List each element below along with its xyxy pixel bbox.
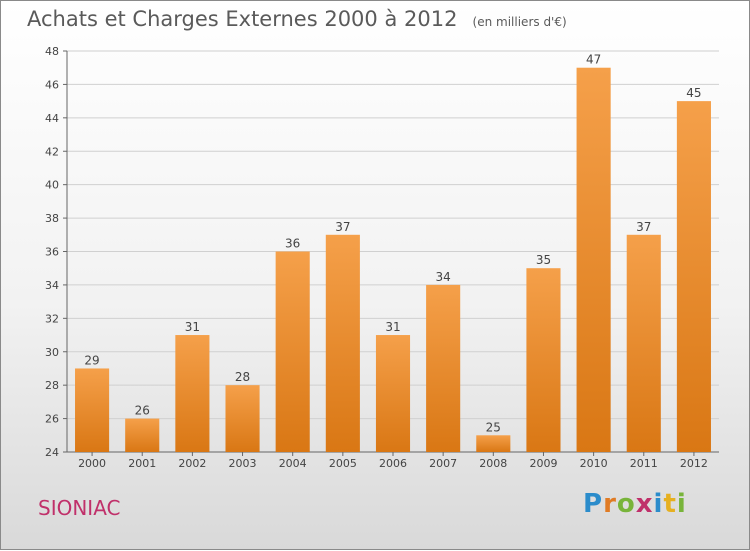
axes: 24 26 28 30 32 34 36 38 40 42 44 46 48 2000 2001 2002 20… (45, 45, 719, 470)
x-tick-label-2004: 2004 (279, 457, 307, 470)
x-tick-label-2010: 2010 (580, 457, 608, 470)
bar-2009 (526, 268, 561, 452)
data-label-2008: 25 (486, 420, 501, 434)
bar-2012 (676, 101, 711, 452)
data-label-2001: 26 (135, 404, 150, 418)
bar-2002 (175, 335, 210, 452)
bar-2000 (75, 368, 110, 452)
y-tick-label: 28 (45, 379, 59, 392)
bar-2005 (325, 234, 360, 452)
data-label-2012: 45 (686, 86, 701, 100)
bar-2003 (225, 385, 260, 452)
chart-title-group: Achats et Charges Externes 2000 à 2012 (… (27, 7, 567, 31)
data-label-2009: 35 (536, 253, 551, 267)
x-tick-label-2006: 2006 (379, 457, 407, 470)
y-tick-label: 46 (45, 78, 59, 91)
bar-2008 (476, 435, 511, 452)
y-tick-label: 48 (45, 45, 59, 58)
x-tick-label-2001: 2001 (128, 457, 156, 470)
y-tick-label: 44 (45, 112, 59, 125)
x-tick-label-2008: 2008 (479, 457, 507, 470)
data-label-2003: 28 (235, 370, 250, 384)
y-tick-label: 32 (45, 312, 59, 325)
bar-2010 (576, 67, 611, 452)
chart-title: Achats et Charges Externes 2000 à 2012 (27, 7, 458, 31)
y-tick-label: 38 (45, 212, 59, 225)
y-tick-label: 40 (45, 179, 59, 192)
chart-subtitle: (en milliers d'€) (472, 15, 567, 29)
bars: 29 26 31 28 36 37 31 34 25 35 47 37 45 (75, 53, 711, 452)
proxiti-logo: Proxiti (583, 489, 687, 519)
bar-2011 (626, 234, 661, 452)
x-tick-label-2003: 2003 (229, 457, 257, 470)
data-label-2004: 36 (285, 237, 300, 251)
x-tick-label-2002: 2002 (178, 457, 206, 470)
x-tick-label-2005: 2005 (329, 457, 357, 470)
x-tick-label-2012: 2012 (680, 457, 708, 470)
data-label-2007: 34 (436, 270, 451, 284)
data-label-2005: 37 (335, 220, 350, 234)
x-tick-label-2011: 2011 (630, 457, 658, 470)
y-tick-label: 34 (45, 279, 59, 292)
y-tick-label: 26 (45, 413, 59, 426)
bar-2001 (125, 418, 160, 452)
town-name: SIONIAC (38, 496, 121, 520)
data-label-2000: 29 (84, 353, 99, 367)
data-label-2006: 31 (385, 320, 400, 334)
x-tick-label-2007: 2007 (429, 457, 457, 470)
data-label-2010: 47 (586, 53, 601, 67)
bar-2006 (375, 335, 411, 452)
data-label-2011: 37 (636, 220, 651, 234)
y-tick-label: 30 (45, 346, 59, 359)
y-tick-label: 24 (45, 446, 59, 459)
y-tick-label: 42 (45, 145, 59, 158)
y-tick-label: 36 (45, 246, 59, 259)
bar-2004 (275, 251, 310, 452)
x-tick-label-2000: 2000 (78, 457, 106, 470)
x-tick-label-2009: 2009 (529, 457, 557, 470)
bar-2007 (426, 284, 461, 452)
data-label-2002: 31 (185, 320, 200, 334)
